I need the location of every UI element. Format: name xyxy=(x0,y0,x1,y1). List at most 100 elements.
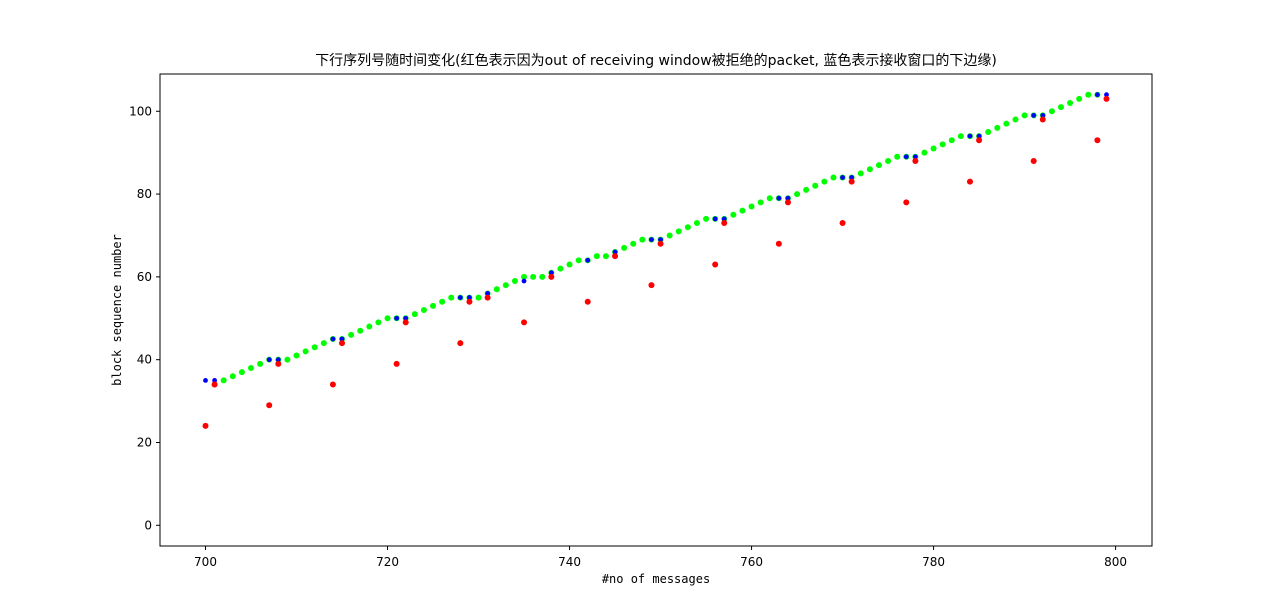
data-point xyxy=(784,199,791,206)
data-point xyxy=(403,315,409,321)
data-point xyxy=(639,236,646,243)
data-point xyxy=(957,133,964,140)
data-point xyxy=(229,373,236,380)
data-point xyxy=(302,348,309,355)
data-point xyxy=(976,137,983,144)
data-point xyxy=(375,319,382,326)
data-point xyxy=(703,215,710,222)
data-point xyxy=(939,141,946,148)
data-point xyxy=(721,220,728,227)
data-point xyxy=(420,307,427,313)
data-point xyxy=(630,240,637,247)
data-point xyxy=(976,133,982,139)
data-point xyxy=(311,344,318,351)
data-point xyxy=(539,273,546,280)
data-point xyxy=(220,377,227,384)
data-point xyxy=(430,302,437,309)
x-tick-label: 800 xyxy=(1104,555,1127,569)
data-point xyxy=(467,295,472,300)
data-point xyxy=(202,422,209,429)
data-point xyxy=(912,157,919,164)
data-point xyxy=(803,186,810,193)
data-point xyxy=(402,319,409,326)
data-point xyxy=(675,228,682,235)
data-point xyxy=(585,257,591,263)
data-point xyxy=(366,323,373,330)
data-point xyxy=(485,291,491,296)
series-2 xyxy=(202,95,1110,429)
data-point xyxy=(521,273,528,280)
data-point xyxy=(994,124,1001,131)
data-point xyxy=(921,149,928,156)
y-tick-label: 100 xyxy=(129,104,152,118)
data-point xyxy=(584,298,591,305)
data-point xyxy=(484,294,491,301)
data-point xyxy=(293,352,300,359)
data-point xyxy=(557,265,564,272)
data-point xyxy=(875,162,882,169)
data-point xyxy=(766,195,773,202)
data-point xyxy=(849,175,855,180)
data-point xyxy=(739,207,746,214)
x-tick-label: 740 xyxy=(558,555,581,569)
data-point xyxy=(1057,104,1064,111)
data-point xyxy=(1076,95,1083,102)
data-point xyxy=(1030,157,1037,164)
data-point xyxy=(330,336,336,342)
data-point xyxy=(1094,92,1100,98)
data-point xyxy=(1085,91,1092,98)
data-point xyxy=(1021,112,1028,119)
data-point xyxy=(903,199,910,206)
data-point xyxy=(1031,113,1037,118)
data-point xyxy=(1104,92,1109,98)
chart-title: 下行序列号随时间变化(红色表示因为out of receiving window… xyxy=(315,52,997,69)
data-point xyxy=(466,298,473,305)
data-point xyxy=(530,273,537,280)
data-point xyxy=(821,178,828,185)
data-point xyxy=(1039,116,1046,123)
data-point xyxy=(857,170,864,177)
y-tick-label: 80 xyxy=(137,187,152,201)
data-point xyxy=(757,199,764,206)
data-point xyxy=(357,327,364,334)
data-point xyxy=(439,298,446,305)
data-point xyxy=(1067,99,1074,106)
data-point xyxy=(339,340,346,347)
data-point xyxy=(502,282,509,289)
data-point xyxy=(794,191,801,198)
data-point xyxy=(612,249,618,255)
data-point xyxy=(448,294,455,301)
x-tick-label: 760 xyxy=(740,555,763,569)
data-point xyxy=(684,224,691,231)
x-tick-label: 700 xyxy=(194,555,217,569)
data-point xyxy=(521,278,527,284)
data-point xyxy=(212,377,218,383)
data-point xyxy=(840,175,845,180)
data-point xyxy=(548,270,554,276)
data-point xyxy=(658,237,663,243)
data-point xyxy=(776,195,782,201)
data-point xyxy=(411,311,418,318)
data-point xyxy=(257,360,264,367)
data-point xyxy=(384,315,391,322)
data-point xyxy=(912,154,918,160)
y-tick-label: 20 xyxy=(137,435,152,449)
data-point xyxy=(712,216,718,222)
data-point xyxy=(339,336,345,342)
data-point xyxy=(693,220,700,227)
data-point xyxy=(548,273,555,280)
data-point xyxy=(657,240,664,247)
x-axis-label: #no of messages xyxy=(602,572,710,586)
data-point xyxy=(967,133,973,139)
data-point xyxy=(966,178,973,185)
data-point xyxy=(712,261,719,268)
data-point xyxy=(457,295,463,300)
data-point xyxy=(521,319,528,326)
data-point xyxy=(730,211,737,218)
data-point xyxy=(748,203,755,210)
data-point xyxy=(1103,95,1110,102)
data-point xyxy=(649,237,654,243)
y-axis: 0 20 40 60 80 100 xyxy=(129,104,160,532)
data-point xyxy=(903,154,909,160)
